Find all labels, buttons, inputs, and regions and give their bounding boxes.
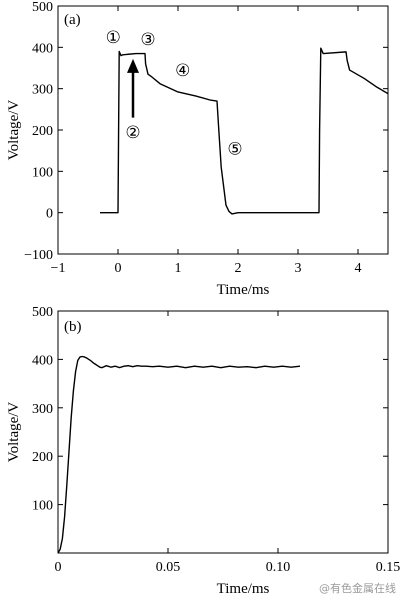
y-tick-label: 100 [32,165,53,180]
x-tick-label: 4 [355,261,362,276]
chart-panel-a: −1 0 1 2 3 4 −100 0 100 200 300 400 500 Time/ms Voltag… [6,0,389,298]
plot-frame-b [57,310,389,554]
arrow-head [127,58,139,73]
series-line-b-0 [58,355,301,553]
y-axis-title: Voltage/V [6,100,22,161]
x-tick-label: 0 [55,560,62,575]
chart-panel-b: 0 0.05 0.10 0.15 100 200 300 400 500 Time/ms Volta… [6,305,400,597]
y-tick-label: 200 [32,124,53,139]
stage-marker-4: ④ [175,61,190,81]
y-tick-label: 0 [46,207,53,222]
stage-marker-1: ① [106,28,121,48]
stage-marker-2: ② [125,123,140,143]
y-tick-label: 300 [32,402,53,417]
panel-label-b: (b) [64,319,82,335]
x-tick-label: 2 [235,261,242,276]
x-tick-label: 0.15 [376,560,400,575]
x-tick-label: −1 [51,261,66,276]
y-tick-label: 500 [32,305,53,320]
panel-label-a: (a) [64,12,81,28]
x-axis-title: Time/ms [217,282,270,298]
y-tick-label: 300 [32,83,53,98]
y-tick-label: −100 [24,248,53,263]
x-tick-label: 1 [175,261,182,276]
y-tick-label: 200 [32,450,53,465]
x-tick-label: 0 [115,261,122,276]
watermark-text: @有色金属在线 [319,581,396,595]
y-tick-label: 400 [32,353,53,368]
x-tick-label: 3 [295,261,302,276]
series-line-a-0 [100,47,388,215]
x-tick-label: 0.10 [266,560,291,575]
y-axis-title: Voltage/V [6,402,22,463]
y-tick-label: 500 [32,0,53,15]
y-tick-label: 400 [32,41,53,56]
x-axis-title: Time/ms [217,581,270,597]
stage-marker-5: ⑤ [227,140,242,160]
stage-marker-3: ③ [140,30,155,50]
y-tick-label: 100 [32,499,53,514]
x-tick-label: 0.05 [156,560,181,575]
